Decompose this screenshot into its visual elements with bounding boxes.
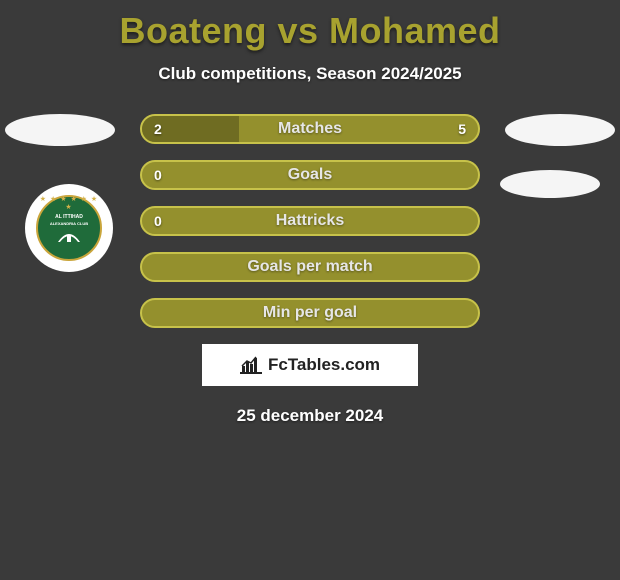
stat-bar: Goals per match: [140, 252, 480, 282]
player-logo-right-placeholder-2: [500, 170, 600, 198]
comparison-arena: ★ ★ ★ ★ ★ ★ ★ AL ITTIHAD ALEXANDRIA CLUB…: [0, 114, 620, 426]
brand-text: FcTables.com: [268, 355, 380, 375]
stat-value-left: 2: [154, 121, 162, 137]
stat-bar: Hattricks 0: [140, 206, 480, 236]
stat-label: Goals: [288, 166, 332, 184]
club-name: AL ITTIHAD: [55, 215, 83, 220]
brand-footer: FcTables.com: [202, 344, 418, 386]
stat-label: Min per goal: [263, 304, 357, 322]
player-logo-left-placeholder: [5, 114, 115, 146]
stat-value-right: 5: [458, 121, 466, 137]
stat-label: Matches: [278, 120, 342, 138]
stat-bar: Goals 0: [140, 160, 480, 190]
page-subtitle: Club competitions, Season 2024/2025: [0, 64, 620, 84]
stat-label: Goals per match: [247, 258, 372, 276]
comparison-infographic: Boateng vs Mohamed Club competitions, Se…: [0, 0, 620, 580]
stat-value-left: 0: [154, 213, 162, 229]
stat-bar: Min per goal: [140, 298, 480, 328]
club-emblem-icon: [56, 228, 82, 244]
stat-bar: Matches 2 5: [140, 114, 480, 144]
stat-bars: Matches 2 5 Goals 0 Hattricks 0 Goals per match…: [140, 114, 480, 328]
snapshot-date: 25 december 2024: [0, 406, 620, 426]
club-badge-inner: ★ ★ ★ ★ ★ ★ ★ AL ITTIHAD ALEXANDRIA CLUB: [36, 195, 102, 261]
club-badge: ★ ★ ★ ★ ★ ★ ★ AL ITTIHAD ALEXANDRIA CLUB: [25, 184, 113, 272]
club-subname: ALEXANDRIA CLUB: [50, 222, 88, 226]
stat-label: Hattricks: [276, 212, 344, 230]
stat-value-left: 0: [154, 167, 162, 183]
player-logo-right-placeholder: [505, 114, 615, 146]
club-stars-icon: ★ ★ ★ ★ ★ ★ ★: [38, 195, 100, 211]
bar-chart-icon: [240, 356, 262, 374]
page-title: Boateng vs Mohamed: [0, 0, 620, 52]
